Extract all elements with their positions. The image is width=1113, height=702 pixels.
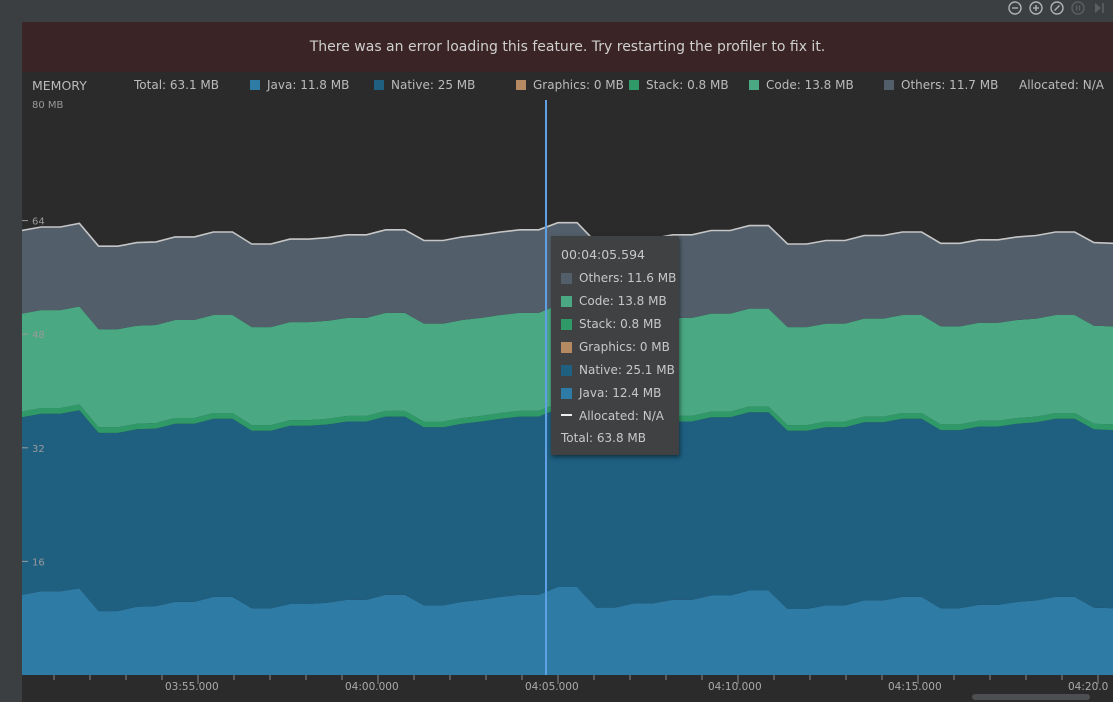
x-tick-label: 04:10.000	[708, 681, 762, 693]
others-swatch	[884, 80, 894, 90]
legend-java-label: Java: 11.8 MB	[267, 78, 350, 92]
tooltip-allocated: Allocated: N/A	[561, 409, 664, 423]
memory-tooltip: 00:04:05.594 Others: 11.6 MB Code: 13.8 …	[551, 236, 679, 455]
time-axis-ticks: 00003:55.00004:00.00004:05.00004:10.0000…	[53, 675, 1108, 693]
tooltip-others-label: Others: 11.6 MB	[579, 271, 677, 285]
x-tick-label: 04:05.000	[525, 681, 579, 693]
others-swatch	[561, 272, 572, 284]
allocated-dash	[561, 413, 572, 419]
tooltip-java: Java: 12.4 MB	[561, 386, 661, 400]
left-gutter	[0, 22, 22, 702]
pause-icon[interactable]	[1070, 0, 1086, 16]
legend-graphics: Graphics: 0 MB	[516, 78, 624, 92]
legend-allocated: Allocated: N/A	[1019, 78, 1104, 92]
memory-legend: MEMORY Total: 63.1 MB Java: 11.8 MB Nati…	[22, 72, 1113, 100]
area-native	[22, 408, 1113, 612]
x-tick-label: 04:00.000	[345, 681, 399, 693]
reset-zoom-icon[interactable]	[1049, 0, 1065, 16]
tooltip-graphics-label: Graphics: 0 MB	[579, 340, 670, 354]
legend-stack: Stack: 0.8 MB	[629, 78, 729, 92]
horizontal-scrollbar[interactable]	[972, 694, 1090, 700]
graphics-swatch	[561, 341, 572, 353]
x-tick-label: 04:20.0	[1068, 681, 1108, 693]
toolbar-icons	[1007, 0, 1107, 16]
native-swatch	[561, 364, 572, 376]
y-tick-48: 48	[32, 330, 45, 341]
tooltip-time: 00:04:05.594	[561, 247, 645, 262]
memory-chart[interactable]: 80 MB 64 48 32 16	[22, 100, 1113, 675]
graphics-swatch	[516, 80, 526, 90]
x-tick-label: 04:15.000	[888, 681, 942, 693]
y-tick-80: 80 MB	[32, 100, 64, 111]
tooltip-native-label: Native: 25.1 MB	[579, 363, 675, 377]
area-java	[22, 587, 1113, 675]
stack-swatch	[629, 80, 639, 90]
tooltip-stack: Stack: 0.8 MB	[561, 317, 662, 331]
area-stack	[22, 403, 1113, 433]
memory-title: MEMORY	[32, 78, 87, 93]
native-swatch	[374, 80, 384, 90]
zoom-out-icon[interactable]	[1007, 0, 1023, 16]
tooltip-graphics: Graphics: 0 MB	[561, 340, 670, 354]
error-message: There was an error loading this feature.…	[309, 39, 826, 55]
legend-native: Native: 25 MB	[374, 78, 475, 92]
zoom-in-icon[interactable]	[1028, 0, 1044, 16]
x-tick-label: 03:55.000	[165, 681, 219, 693]
y-tick-32: 32	[32, 444, 45, 455]
tooltip-native: Native: 25.1 MB	[561, 363, 675, 377]
tooltip-others: Others: 11.6 MB	[561, 271, 676, 285]
legend-java: Java: 11.8 MB	[250, 78, 349, 92]
tooltip-stack-label: Stack: 0.8 MB	[579, 317, 662, 331]
legend-native-label: Native: 25 MB	[391, 78, 476, 92]
legend-others: Others: 11.7 MB	[884, 78, 998, 92]
total-memory-line	[22, 221, 1113, 247]
java-swatch	[561, 387, 572, 399]
legend-total: Total: 63.1 MB	[134, 78, 220, 92]
time-axis: 00003:55.00004:00.00004:05.00004:10.0000…	[22, 675, 1113, 702]
tooltip-code-label: Code: 13.8 MB	[579, 294, 667, 308]
y-tick-64: 64	[32, 217, 45, 228]
legend-stack-label: Stack: 0.8 MB	[646, 78, 729, 92]
tooltip-total: Total: 63.8 MB	[561, 431, 647, 445]
profiler-toolbar	[0, 0, 1113, 22]
y-axis-ticks: 64 48 32 16	[22, 217, 45, 568]
error-banner: There was an error loading this feature.…	[22, 22, 1113, 72]
legend-others-label: Others: 11.7 MB	[901, 78, 999, 92]
tooltip-java-label: Java: 12.4 MB	[579, 386, 662, 400]
code-swatch	[561, 295, 572, 307]
legend-code-label: Code: 13.8 MB	[766, 78, 854, 92]
code-swatch	[749, 80, 759, 90]
tooltip-code: Code: 13.8 MB	[561, 294, 667, 308]
stack-swatch	[561, 318, 572, 330]
y-tick-16: 16	[32, 557, 45, 568]
legend-code: Code: 13.8 MB	[749, 78, 854, 92]
goto-live-icon[interactable]	[1091, 0, 1107, 16]
x-axis-ticks: 00003:55.00004:00.00004:05.00004:10.0000…	[53, 675, 1108, 693]
tooltip-allocated-label: Allocated: N/A	[579, 409, 664, 423]
legend-graphics-label: Graphics: 0 MB	[533, 78, 624, 92]
java-swatch	[250, 80, 260, 90]
area-layers	[22, 222, 1113, 675]
